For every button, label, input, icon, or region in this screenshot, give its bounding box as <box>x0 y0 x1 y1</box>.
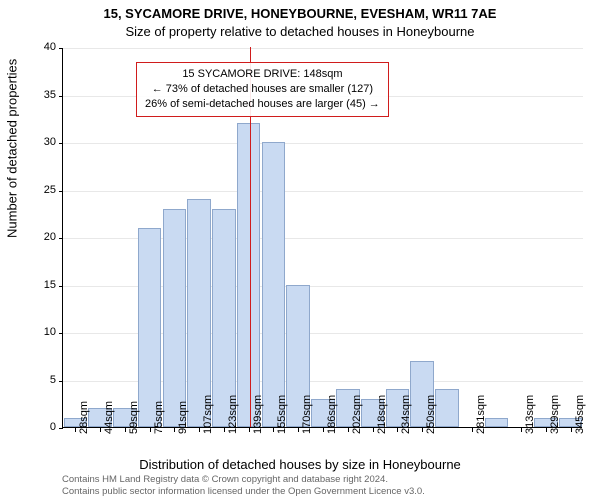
xtick-label: 329sqm <box>549 395 561 434</box>
chart-subtitle: Size of property relative to detached ho… <box>0 24 600 39</box>
xtick-mark <box>125 428 126 432</box>
ytick-mark <box>59 381 63 382</box>
footer-line2: Contains public sector information licen… <box>62 486 582 498</box>
xtick-mark <box>323 428 324 432</box>
xtick-mark <box>100 428 101 432</box>
xtick-label: 44sqm <box>103 401 115 434</box>
histogram-bar <box>485 418 509 428</box>
histogram-bar <box>187 199 211 427</box>
xtick-label: 186sqm <box>326 395 338 434</box>
ytick-mark <box>59 333 63 334</box>
xtick-mark <box>521 428 522 432</box>
xtick-label: 170sqm <box>301 395 313 434</box>
ytick-mark <box>59 191 63 192</box>
histogram-bar <box>138 228 162 428</box>
xtick-mark <box>150 428 151 432</box>
footer-line1: Contains HM Land Registry data © Crown c… <box>62 474 582 486</box>
ytick-label: 20 <box>26 231 56 243</box>
histogram-bar <box>163 209 187 428</box>
chart-area: 0510152025303540 28sqm44sqm59sqm75sqm91s… <box>62 48 582 428</box>
xtick-label: 202sqm <box>351 395 363 434</box>
xtick-label: 59sqm <box>128 401 140 434</box>
ytick-label: 5 <box>26 374 56 386</box>
ytick-mark <box>59 48 63 49</box>
xtick-label: 91sqm <box>177 401 189 434</box>
ytick-mark <box>59 96 63 97</box>
xtick-mark <box>273 428 274 432</box>
xtick-label: 28sqm <box>78 401 90 434</box>
xtick-mark <box>373 428 374 432</box>
xtick-label: 218sqm <box>376 395 388 434</box>
gridline <box>63 143 583 144</box>
footer: Contains HM Land Registry data © Crown c… <box>62 474 582 498</box>
chart-container: 15, SYCAMORE DRIVE, HONEYBOURNE, EVESHAM… <box>0 0 600 500</box>
xtick-label: 281sqm <box>475 395 487 434</box>
xtick-mark <box>249 428 250 432</box>
gridline <box>63 48 583 49</box>
gridline <box>63 191 583 192</box>
x-axis-label: Distribution of detached houses by size … <box>0 457 600 472</box>
xtick-mark <box>472 428 473 432</box>
chart-title: 15, SYCAMORE DRIVE, HONEYBOURNE, EVESHAM… <box>0 6 600 21</box>
ytick-label: 25 <box>26 184 56 196</box>
xtick-label: 139sqm <box>252 395 264 434</box>
ytick-mark <box>59 286 63 287</box>
xtick-label: 107sqm <box>202 395 214 434</box>
annotation-line2: ← 73% of detached houses are smaller (12… <box>145 82 380 97</box>
xtick-label: 234sqm <box>400 395 412 434</box>
xtick-mark <box>422 428 423 432</box>
ytick-mark <box>59 238 63 239</box>
histogram-bar <box>435 389 459 427</box>
ytick-mark <box>59 143 63 144</box>
annotation-line1: 15 SYCAMORE DRIVE: 148sqm <box>145 67 380 82</box>
xtick-label: 75sqm <box>153 401 165 434</box>
y-axis-label: Number of detached properties <box>5 59 20 238</box>
xtick-label: 313sqm <box>524 395 536 434</box>
xtick-mark <box>174 428 175 432</box>
ytick-label: 35 <box>26 89 56 101</box>
xtick-mark <box>571 428 572 432</box>
ytick-label: 0 <box>26 421 56 433</box>
histogram-bar <box>262 142 286 427</box>
xtick-label: 123sqm <box>227 395 239 434</box>
ytick-label: 10 <box>26 326 56 338</box>
xtick-label: 155sqm <box>276 395 288 434</box>
xtick-mark <box>348 428 349 432</box>
histogram-bar <box>237 123 261 427</box>
ytick-mark <box>59 428 63 429</box>
xtick-label: 345sqm <box>574 395 586 434</box>
xtick-mark <box>75 428 76 432</box>
xtick-mark <box>397 428 398 432</box>
xtick-mark <box>224 428 225 432</box>
ytick-label: 15 <box>26 279 56 291</box>
xtick-mark <box>199 428 200 432</box>
xtick-mark <box>298 428 299 432</box>
ytick-label: 40 <box>26 41 56 53</box>
annotation-box: 15 SYCAMORE DRIVE: 148sqm ← 73% of detac… <box>136 62 389 117</box>
annotation-line3: 26% of semi-detached houses are larger (… <box>145 97 380 112</box>
xtick-mark <box>546 428 547 432</box>
ytick-label: 30 <box>26 136 56 148</box>
xtick-label: 250sqm <box>425 395 437 434</box>
